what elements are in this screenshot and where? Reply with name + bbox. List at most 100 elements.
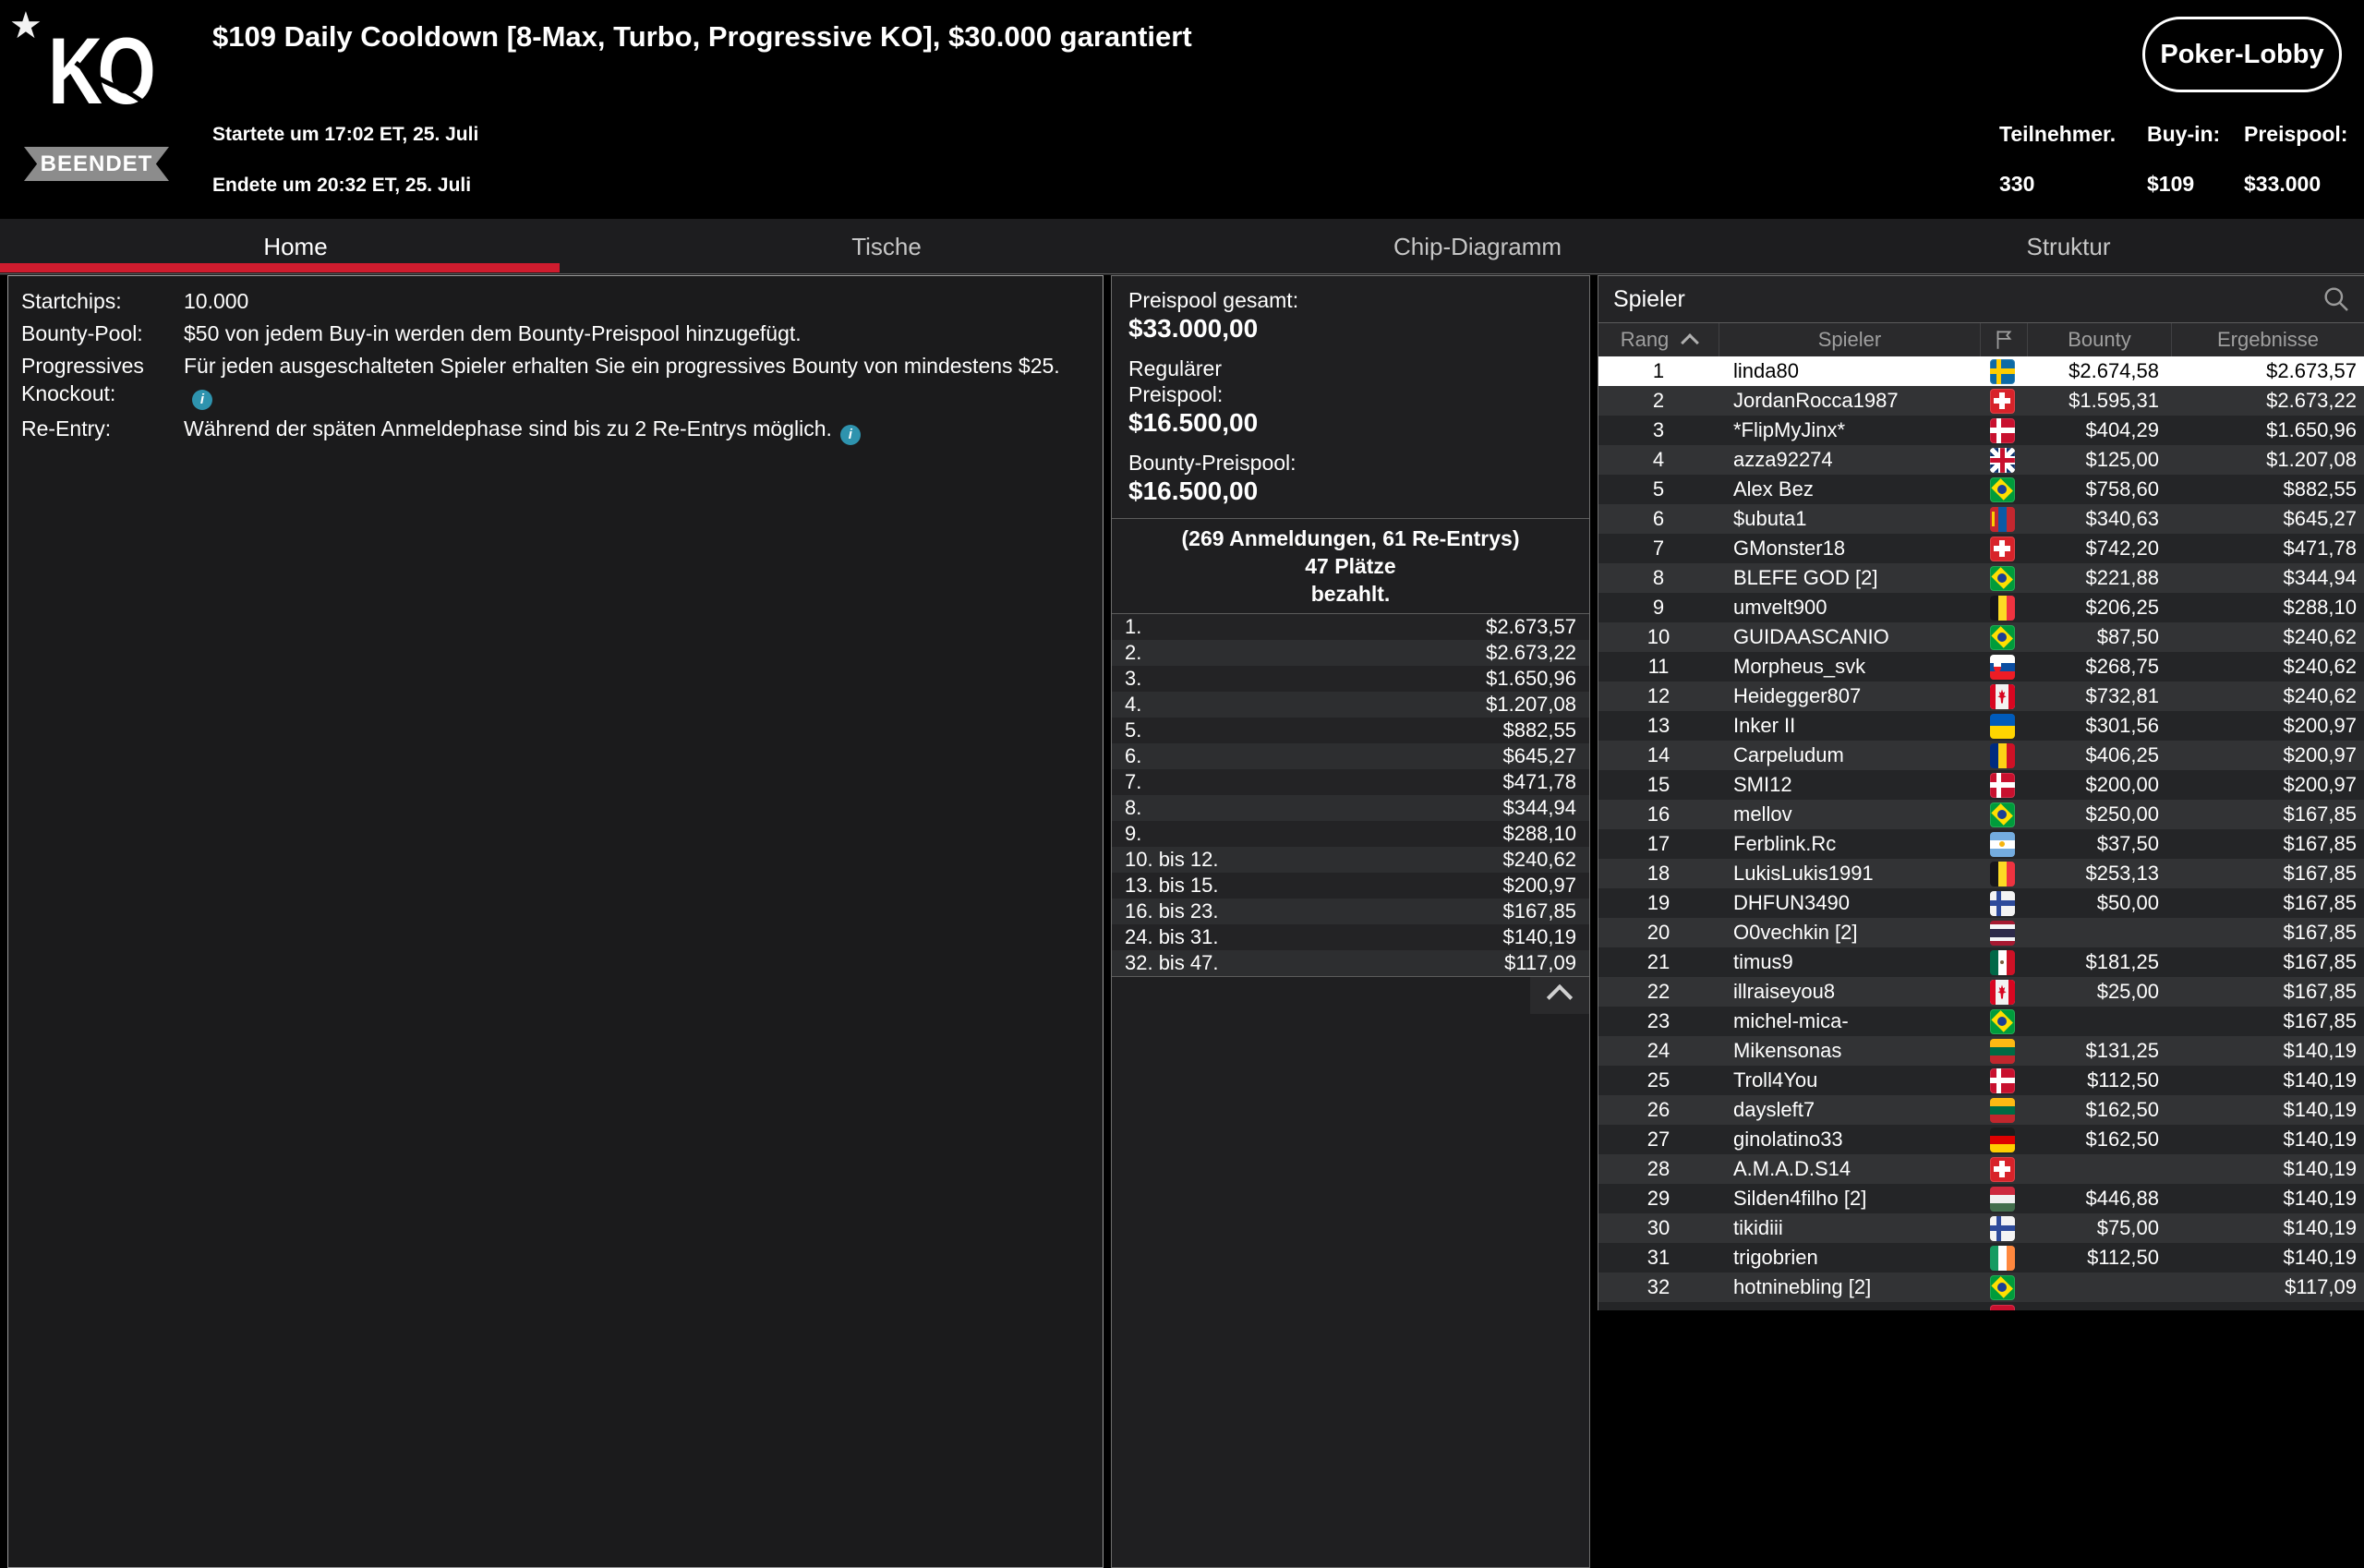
player-result: $2.673,57 [2266, 359, 2357, 382]
player-row[interactable]: 4 azza92274 $125,00 $1.207,08 [1598, 445, 2364, 475]
player-rank: 30 [1646, 1216, 1670, 1239]
player-rank: 16 [1646, 802, 1670, 826]
player-result: $2.673,22 [2266, 389, 2357, 412]
column-header-flag[interactable] [1980, 323, 2027, 356]
player-result: $117,09 [2285, 1275, 2357, 1298]
player-row[interactable]: 5 Alex Bez $758,60 $882,55 [1598, 475, 2364, 504]
player-rank: 23 [1646, 1009, 1670, 1032]
player-flag-cell [1979, 1067, 2025, 1093]
detail-label-0: Startchips: [21, 289, 122, 313]
payout-row: 2. $2.673,22 [1112, 640, 1589, 666]
player-row[interactable]: 6 $ubuta1 $340,63 $645,27 [1598, 504, 2364, 534]
collapse-payouts-button[interactable] [1530, 977, 1589, 1014]
player-row[interactable]: 9 umvelt900 $206,25 $288,10 [1598, 593, 2364, 622]
player-row[interactable]: 17 Ferblink.Rc $37,50 $167,85 [1598, 829, 2364, 859]
player-result: $140,19 [2283, 1128, 2357, 1151]
column-header-rank[interactable]: Rang [1598, 323, 1719, 356]
payout-amount: $471,78 [1502, 770, 1576, 793]
player-result: $140,19 [2283, 1157, 2357, 1180]
paid-places-line2: bezahlt. [1310, 582, 1391, 606]
player-row[interactable]: 30 tikidiii $75,00 $140,19 [1598, 1213, 2364, 1243]
flag-denmark-icon [1989, 1067, 2015, 1093]
player-row[interactable]: 11 Morpheus_svk $268,75 $240,62 [1598, 652, 2364, 681]
player-flag-cell [1979, 1304, 2025, 1310]
player-result: $240,62 [2283, 655, 2357, 678]
flag-partial-red-icon [1989, 1304, 2015, 1310]
payout-place: 13. bis 15. [1125, 874, 1219, 897]
player-row[interactable]: 28 A.M.A.D.S14 $140,19 [1598, 1154, 2364, 1184]
player-row[interactable]: 15 SMI12 $200,00 $200,97 [1598, 770, 2364, 800]
poker-lobby-button[interactable]: Poker-Lobby [2142, 17, 2342, 92]
player-name: $ubuta1 [1733, 507, 1807, 530]
player-flag-cell [1979, 1215, 2025, 1241]
player-result: $200,97 [2283, 743, 2357, 766]
search-player-button[interactable] [2322, 284, 2351, 314]
info-icon[interactable]: i [192, 390, 212, 410]
player-result: $882,55 [2283, 477, 2357, 501]
flag-lithuania-icon [1989, 1097, 2015, 1123]
player-row[interactable]: 20 O0vechkin [2] $167,85 [1598, 918, 2364, 947]
player-row[interactable]: 8 BLEFE GOD [2] $221,88 $344,94 [1598, 563, 2364, 593]
player-bounty: $181,25 [2085, 950, 2159, 973]
player-row[interactable]: 25 Troll4You $112,50 $140,19 [1598, 1066, 2364, 1095]
column-header-bounty[interactable]: Bounty [2027, 323, 2171, 356]
player-flag-cell [1979, 417, 2025, 443]
player-row[interactable]: 3 *FlipMyJinx* $404,29 $1.650,96 [1598, 416, 2364, 445]
player-row[interactable]: 27 ginolatino33 $162,50 $140,19 [1598, 1125, 2364, 1154]
player-row[interactable]: 12 Heidegger807 $732,81 $240,62 [1598, 681, 2364, 711]
player-name: Silden4filho [2] [1733, 1187, 1867, 1210]
player-bounty: $250,00 [2085, 802, 2159, 826]
player-result: $167,85 [2283, 832, 2357, 855]
player-row[interactable]: 13 Inker II $301,56 $200,97 [1598, 711, 2364, 741]
info-icon[interactable]: i [839, 425, 861, 445]
player-name: michel-mica- [1733, 1009, 1849, 1032]
player-row[interactable]: 1 linda80 $2.674,58 $2.673,57 [1598, 356, 2364, 386]
detail-value-1: $50 von jedem Buy-in werden dem Bounty-P… [184, 320, 1070, 347]
player-row[interactable]: 26 daysleft7 $162,50 $140,19 [1598, 1095, 2364, 1125]
player-flag-cell [1979, 1274, 2025, 1300]
tab-tische[interactable]: Tische [591, 219, 1182, 275]
player-bounty: $37,50 [2096, 832, 2159, 855]
payout-row: 10. bis 12. $240,62 [1112, 847, 1589, 873]
flag-hungary-icon [1989, 1186, 2015, 1212]
player-row[interactable]: 32 hotninebling [2] $117,09 [1598, 1272, 2364, 1302]
detail-value-3: Während der späten Anmeldephase sind bis… [184, 415, 1070, 445]
player-row[interactable]: 18 LukisLukis1991 $253,13 $167,85 [1598, 859, 2364, 888]
ko-logo-crack [74, 61, 164, 120]
player-row[interactable]: 31 trigobrien $112,50 $140,19 [1598, 1243, 2364, 1272]
player-row[interactable]: 10 GUIDAASCANIO $87,50 $240,62 [1598, 622, 2364, 652]
player-row[interactable]: 23 michel-mica- $167,85 [1598, 1007, 2364, 1036]
player-result: $167,85 [2283, 862, 2357, 885]
payout-amount: $1.207,08 [1486, 693, 1576, 716]
payout-row: 3. $1.650,96 [1112, 666, 1589, 692]
payout-place: 2. [1125, 641, 1142, 664]
flag-ukraine-icon [1989, 713, 2015, 739]
player-bounty: $131,25 [2085, 1039, 2159, 1062]
player-bounty: $340,63 [2085, 507, 2159, 530]
player-row[interactable]: 29 Silden4filho [2] $446,88 $140,19 [1598, 1184, 2364, 1213]
player-flag-cell [1979, 506, 2025, 532]
player-row[interactable]: 7 GMonster18 $742,20 $471,78 [1598, 534, 2364, 563]
player-row[interactable]: 22 illraiseyou8 $25,00 $167,85 [1598, 977, 2364, 1007]
player-name: O0vechkin [2] [1733, 921, 1858, 944]
player-row[interactable]: 16 mellov $250,00 $167,85 [1598, 800, 2364, 829]
star-icon: ★ [9, 6, 42, 46]
tab-struktur[interactable]: Struktur [1773, 219, 2364, 275]
player-flag-cell [1979, 565, 2025, 591]
player-row[interactable]: 21 timus9 $181,25 $167,85 [1598, 947, 2364, 977]
player-row[interactable] [1598, 1302, 2364, 1310]
column-header-player[interactable]: Spieler [1719, 323, 1980, 356]
player-row[interactable]: 19 DHFUN3490 $50,00 $167,85 [1598, 888, 2364, 918]
player-flag-cell [1979, 802, 2025, 827]
player-row[interactable]: 14 Carpeludum $406,25 $200,97 [1598, 741, 2364, 770]
player-row[interactable]: 2 JordanRocca1987 $1.595,31 $2.673,22 [1598, 386, 2364, 416]
header-stats: Teilnehmer. Buy-in: Preispool: 330 $109 $33.0… [1999, 122, 2364, 197]
payout-amount: $167,85 [1502, 899, 1576, 923]
tab-chip-diagramm[interactable]: Chip-Diagramm [1182, 219, 1773, 275]
player-row[interactable]: 24 Mikensonas $131,25 $140,19 [1598, 1036, 2364, 1066]
player-rank: 21 [1646, 950, 1670, 973]
column-header-results[interactable]: Ergebnisse [2171, 323, 2364, 356]
prizepool-panel: Preispool gesamt: $33.000,00 Regulärer P… [1111, 275, 1590, 1568]
tab-home[interactable]: Home [0, 219, 591, 275]
flag-thailand-icon [1989, 920, 2015, 946]
